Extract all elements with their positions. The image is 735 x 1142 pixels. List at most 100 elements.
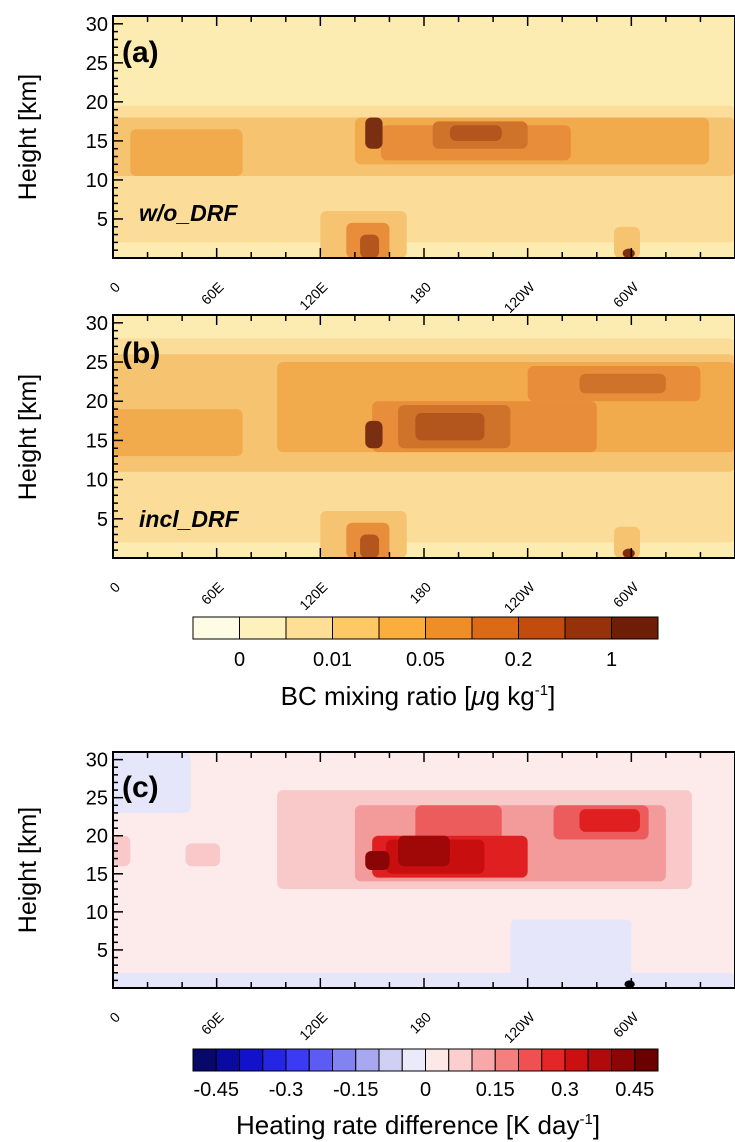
colorbar-cell [518,616,566,640]
panel-b-label: (b) [122,337,160,370]
colorbar-cell [378,1048,403,1072]
colorbar-cell [471,1048,496,1072]
contour-region [449,125,502,141]
contour-region [614,226,640,258]
colorbar-label: 0.05 [406,649,445,671]
colorbar-bc: 0 0.01 0.05 0.2 1 BC mixing ratio [μg kg-1] [192,616,659,711]
colorbar-cell [192,1048,217,1072]
xtick-label: 180 [406,1009,434,1037]
panel-c-ylabel: Height [km] [14,807,42,933]
colorbar-cell [494,1048,519,1072]
colorbar-cell [541,1048,566,1072]
panel-b-ylabel: Height [km] [14,374,42,500]
colorbar-bc-cells [192,616,659,640]
ytick-label: 10 [86,902,108,924]
panel-a: 5 10 15 20 25 30 0 60E 120E 180 120W 60W Height [k… [14,14,735,316]
xtick-label: 120E [296,279,330,313]
contour-region [113,752,191,813]
ytick-label: 20 [86,92,108,114]
colorbar-cell [355,1048,380,1072]
xtick-label: 60E [198,279,227,308]
contour-region [130,129,243,177]
colorbar-cell [215,1048,240,1072]
contour-region [622,248,635,258]
colorbar-cell [448,1048,473,1072]
contour-region [579,373,666,394]
panel-a-field [113,16,735,258]
ytick-label: 25 [86,788,108,810]
ytick-label: 5 [97,209,108,231]
contour-region [365,420,383,449]
ytick-label: 10 [86,170,108,192]
xtick-label: 60E [198,1009,227,1038]
colorbar-cell [564,616,612,640]
colorbar-cell [425,1048,450,1072]
ytick-label: 25 [86,53,108,75]
colorbar-cell [401,1048,426,1072]
ytick-label: 25 [86,352,108,374]
colorbar-cell [611,1048,636,1072]
contour-region [113,409,243,457]
panel-a-yticks: 5 10 15 20 25 30 [86,14,123,251]
panel-b-yticks: 5 10 15 20 25 30 [86,313,123,551]
colorbar-cell [239,1048,264,1072]
contour-region [185,843,221,867]
colorbar-cell [285,616,333,640]
colorbar-label: 0.01 [313,649,352,671]
colorbar-heating: -0.45 -0.3 -0.15 0 0.15 0.3 0.45 Heating rate … [192,1048,659,1140]
ytick-label: 10 [86,470,108,492]
ytick-label: 30 [86,14,108,36]
panel-b-annotation: incl_DRF [139,506,240,532]
colorbar-cell [332,616,380,640]
contour-region [360,234,380,258]
panel-a-annotation: w/o_DRF [139,200,238,226]
ytick-label: 5 [97,509,108,531]
colorbar-cell [239,616,287,640]
contour-region [622,548,635,558]
colorbar-cell [425,616,473,640]
contour-region [579,809,640,832]
panel-b-field [113,315,735,558]
ytick-label: 30 [86,313,108,335]
xtick-label: 0 [106,1009,123,1026]
xtick-label: 60W [610,1008,642,1040]
ytick-label: 15 [86,131,108,153]
contour-region [415,805,502,844]
colorbar-bc-title: BC mixing ratio [μg kg-1] [281,681,556,711]
panel-c-yticks: 5 10 15 20 25 30 [86,750,123,982]
contour-region [614,526,640,558]
ytick-label: 30 [86,750,108,772]
xtick-label: 0 [106,279,123,296]
xtick-label: 60W [610,578,642,610]
colorbar-label: 0.15 [476,1079,515,1101]
colorbar-cell [611,616,659,640]
colorbar-cell [471,616,519,640]
contour-region [360,534,380,558]
contour-region [415,412,485,441]
colorbar-cell [192,616,240,640]
contour-region [398,835,450,867]
xtick-label: 120W [501,578,539,616]
colorbar-label: 0.45 [615,1079,654,1101]
colorbar-bc-labels: 0 0.01 0.05 0.2 1 [234,649,617,671]
colorbar-cell [285,1048,310,1072]
colorbar-heating-labels: -0.45 -0.3 -0.15 0 0.15 0.3 0.45 [193,1079,654,1101]
colorbar-cell [587,1048,612,1072]
xtick-label: 120W [501,1008,539,1046]
contour-region [624,980,635,988]
ytick-label: 5 [97,940,108,962]
panel-c: 5 10 15 20 25 30 0 60E 120E 180 120W 60W Height [k… [14,750,735,1046]
colorbar-cell [564,1048,589,1072]
xtick-label: 120E [296,1009,330,1043]
colorbar-label: 0.3 [551,1079,579,1101]
contour-region [365,850,390,870]
ytick-label: 20 [86,826,108,848]
ytick-label: 15 [86,864,108,886]
xtick-label: 60W [610,278,642,310]
contour-region [510,919,632,981]
colorbar-cell [262,1048,287,1072]
colorbar-cell [634,1048,659,1072]
contour-region [365,117,383,149]
colorbar-cell [518,1048,543,1072]
